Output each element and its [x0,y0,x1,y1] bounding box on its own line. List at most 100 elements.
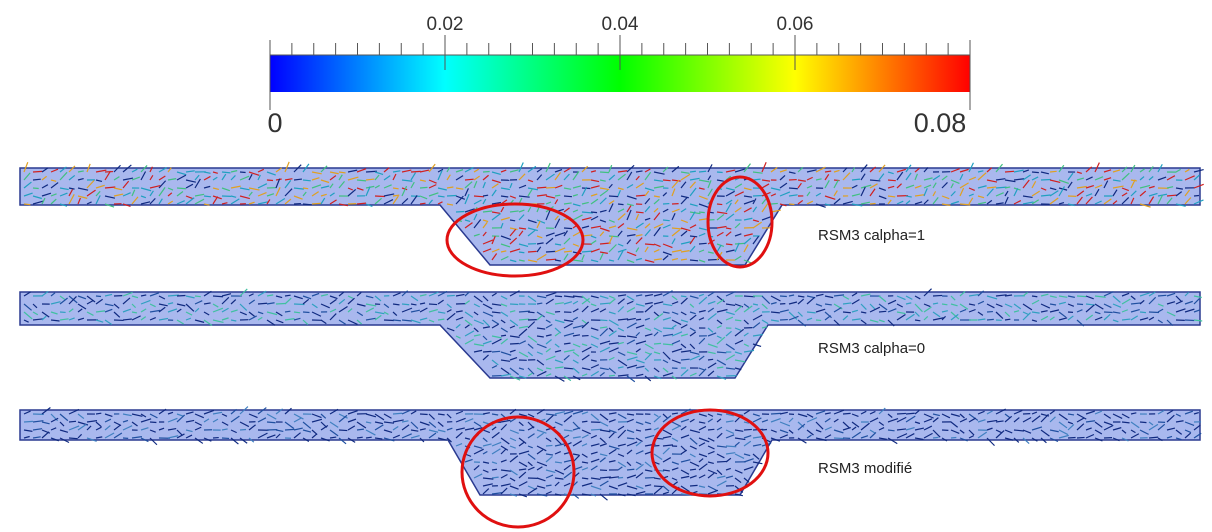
vector-arrow [104,418,112,423]
vector-arrow [590,303,597,307]
vector-arrow [896,200,904,205]
vector-arrow [671,467,679,471]
vector-arrow [428,319,435,323]
vector-arrow [716,418,722,423]
vector-arrow [779,175,786,181]
vector-arrow [653,311,660,317]
vector-arrow [473,233,480,237]
vector-arrow [716,325,722,329]
vector-arrow [599,367,609,371]
vector-arrow [725,291,736,297]
vector-arrow [365,178,375,181]
vector-arrow [599,187,610,191]
vector-arrow [1130,164,1136,173]
vector-arrow [311,177,320,181]
vector-arrow [644,304,654,313]
highlight-circle [445,202,585,278]
vector-arrow [923,184,932,189]
vector-arrow [860,201,870,205]
vector-arrow [113,164,121,173]
vector-arrow [221,421,229,426]
vector-arrow [221,317,229,321]
vector-arrow [464,324,470,329]
vector-arrow [95,184,105,189]
vector-arrow [77,317,85,321]
vector-arrow [455,443,463,447]
vector-arrow [77,295,87,300]
vector-arrow [131,421,138,427]
vector-arrow [617,366,624,369]
vector-arrow [725,249,735,253]
vector-arrow [662,415,672,423]
vector-arrow [581,201,589,205]
vector-arrow [455,316,464,321]
vector-arrow [752,303,759,306]
vector-arrow [320,413,327,419]
vector-arrow [140,201,151,205]
vector-arrow [518,351,529,358]
vector-arrow [500,303,508,307]
vector-arrow [1157,294,1167,297]
vector-arrow [59,297,68,305]
vector-arrow [563,464,571,471]
vector-panel: RSM3 calpha=1 [19,161,1204,278]
vector-arrow [707,418,714,423]
vector-arrow [1076,177,1085,181]
vector-arrow [590,485,602,491]
vector-arrow [1004,437,1014,441]
vector-arrow [482,248,492,253]
vector-arrow [788,429,794,434]
vector-arrow [527,321,536,329]
vector-arrow [482,221,488,229]
vector-arrow [860,173,866,181]
vector-arrow [725,452,736,455]
vector-arrow [995,186,1007,189]
vector-arrow [77,177,84,181]
vector-arrow [491,183,499,189]
vector-arrow [545,186,556,189]
vector-arrow [158,317,169,321]
vector-arrow [698,474,706,479]
vector-arrow [383,184,392,189]
vector-arrow [680,227,691,232]
vector-arrow [1157,319,1163,324]
vector-arrow [221,307,229,313]
vector-arrow [1040,171,1050,175]
vector-arrow [680,358,690,361]
vector-arrow [230,198,240,205]
vector-arrow [158,408,167,415]
vector-arrow [707,251,714,254]
vector-arrow [599,302,611,305]
vector-arrow [905,412,915,415]
vector-arrow [167,435,179,439]
vector-arrow [275,187,281,197]
vector-arrow [266,302,275,305]
vector-arrow [914,427,924,431]
vector-arrow [581,443,588,447]
vector-arrow [644,343,654,350]
vector-arrow [1049,170,1057,173]
vector-arrow [491,492,503,495]
vector-arrow [257,290,267,297]
vector-arrow [1193,174,1200,181]
vector-arrow [1094,295,1106,298]
vector-arrow [644,190,650,197]
vector-arrow [653,331,659,337]
vector-arrow [500,419,511,423]
vector-arrow [41,175,48,181]
vector-arrow [536,445,547,452]
vector-arrow [806,434,812,439]
vector-arrow [617,413,627,420]
vector-arrow [464,427,475,431]
vector-arrow [338,413,348,419]
vector-arrow [662,367,669,373]
vector-arrow [122,297,131,305]
vector-arrow [446,303,452,309]
vector-arrow [752,322,761,329]
vector-arrow [572,308,579,313]
vector-arrow [446,174,451,181]
vector-arrow [167,308,178,313]
vector-arrow [50,427,57,431]
vector-arrow [1067,181,1073,189]
vector-arrow [86,299,94,305]
